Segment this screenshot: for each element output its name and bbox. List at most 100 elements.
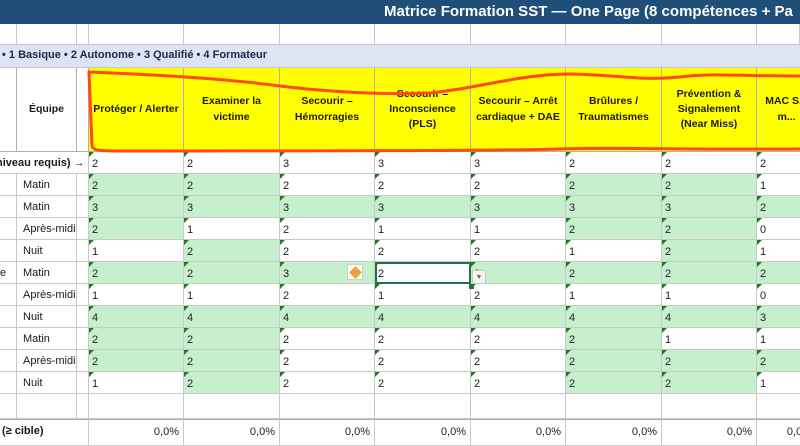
- summary-cell[interactable]: 0,0%: [662, 420, 757, 446]
- skill-level-cell[interactable]: 2: [375, 350, 471, 372]
- skill-level-cell[interactable]: 2: [375, 174, 471, 196]
- cell[interactable]: [184, 394, 280, 419]
- employee-name-cell[interactable]: [0, 372, 17, 394]
- required-cell[interactable]: 3: [471, 152, 566, 174]
- skill-level-cell[interactable]: 1: [375, 218, 471, 240]
- cell[interactable]: [375, 394, 471, 419]
- skill-level-cell[interactable]: 1: [757, 372, 800, 394]
- skill-level-cell[interactable]: 2: [566, 372, 662, 394]
- summary-cell[interactable]: 0,0%: [280, 420, 375, 446]
- skill-level-cell[interactable]: 2: [280, 372, 375, 394]
- header-competence-5[interactable]: Secourir – Arrêt cardiaque + DAE: [471, 68, 566, 152]
- team-cell[interactable]: Matin: [17, 174, 77, 196]
- skill-level-cell[interactable]: 2: [184, 350, 280, 372]
- cell[interactable]: [77, 306, 89, 328]
- cell[interactable]: [566, 24, 662, 45]
- skill-level-cell[interactable]: 2: [280, 284, 375, 306]
- skill-level-cell[interactable]: 2: [566, 218, 662, 240]
- header-cell-blank[interactable]: [77, 68, 89, 152]
- cell[interactable]: [757, 24, 800, 45]
- summary-cell[interactable]: 0,0%: [89, 420, 184, 446]
- cell[interactable]: [17, 394, 77, 419]
- summary-cell[interactable]: 0,0%: [471, 420, 566, 446]
- skill-level-cell[interactable]: 2: [757, 350, 800, 372]
- skill-level-cell[interactable]: 1: [375, 284, 471, 306]
- skill-level-cell[interactable]: 2: [566, 350, 662, 372]
- team-cell[interactable]: Après-midi: [17, 218, 77, 240]
- skill-level-cell[interactable]: 1: [184, 284, 280, 306]
- required-cell[interactable]: 3: [280, 152, 375, 174]
- cell[interactable]: [77, 394, 89, 419]
- skill-level-cell[interactable]: 1: [757, 240, 800, 262]
- skill-level-cell[interactable]: 2: [89, 262, 184, 284]
- skill-level-cell[interactable]: 2: [375, 262, 471, 284]
- skill-level-cell[interactable]: 3: [471, 196, 566, 218]
- cell[interactable]: [77, 174, 89, 196]
- skill-level-cell[interactable]: 2: [184, 174, 280, 196]
- cell[interactable]: [77, 372, 89, 394]
- skill-level-cell[interactable]: 2: [280, 218, 375, 240]
- cell[interactable]: [77, 240, 89, 262]
- skill-level-cell[interactable]: 1: [471, 218, 566, 240]
- cell[interactable]: [0, 394, 17, 419]
- required-cell[interactable]: 2: [89, 152, 184, 174]
- cell[interactable]: [77, 196, 89, 218]
- cell[interactable]: [77, 262, 89, 284]
- employee-name-cell[interactable]: [0, 284, 17, 306]
- cell[interactable]: [89, 24, 184, 45]
- skill-level-cell[interactable]: 1: [184, 218, 280, 240]
- skill-level-cell[interactable]: 2: [471, 350, 566, 372]
- summary-cell[interactable]: 0,0%: [184, 420, 280, 446]
- employee-name-cell[interactable]: [0, 328, 17, 350]
- skill-level-cell[interactable]: 2: [662, 218, 757, 240]
- skill-level-cell[interactable]: 3: [89, 196, 184, 218]
- header-competence-7[interactable]: Prévention & Signalement (Near Miss): [662, 68, 757, 152]
- cell[interactable]: [77, 350, 89, 372]
- skill-level-cell[interactable]: 2: [184, 240, 280, 262]
- cell[interactable]: [77, 218, 89, 240]
- skill-level-cell[interactable]: 2: [471, 284, 566, 306]
- skill-level-cell[interactable]: 4: [471, 306, 566, 328]
- skill-level-cell[interactable]: 2: [375, 372, 471, 394]
- skill-level-cell[interactable]: 1: [566, 240, 662, 262]
- summary-cell[interactable]: 0,0%: [375, 420, 471, 446]
- skill-level-cell[interactable]: 3: [566, 196, 662, 218]
- team-cell[interactable]: Matin: [17, 262, 77, 284]
- skill-level-cell[interactable]: 0: [757, 218, 800, 240]
- skill-level-cell[interactable]: 1: [89, 284, 184, 306]
- skill-level-cell[interactable]: 4: [566, 306, 662, 328]
- skill-level-cell[interactable]: 3: [375, 196, 471, 218]
- dropdown-arrow-button[interactable]: ▼: [472, 270, 486, 284]
- employee-name-cell[interactable]: [0, 218, 17, 240]
- skill-level-cell[interactable]: 4: [662, 306, 757, 328]
- cell[interactable]: [184, 24, 280, 45]
- skill-level-cell[interactable]: 2: [662, 372, 757, 394]
- skill-level-cell[interactable]: 2: [566, 328, 662, 350]
- skill-level-cell[interactable]: 2: [280, 328, 375, 350]
- cell[interactable]: [471, 24, 566, 45]
- skill-level-cell[interactable]: 2: [662, 262, 757, 284]
- skill-level-cell[interactable]: 2: [184, 372, 280, 394]
- employee-name-cell[interactable]: [0, 350, 17, 372]
- skill-level-cell[interactable]: 2: [89, 350, 184, 372]
- skill-level-cell[interactable]: 2: [566, 262, 662, 284]
- required-cell[interactable]: 2: [566, 152, 662, 174]
- header-competence-4[interactable]: Secourir – Inconscience (PLS): [375, 68, 471, 152]
- skill-level-cell[interactable]: 1: [89, 240, 184, 262]
- summary-cell[interactable]: 0,0%: [566, 420, 662, 446]
- cell[interactable]: [0, 24, 17, 45]
- skill-level-cell[interactable]: 2: [280, 174, 375, 196]
- skill-level-cell[interactable]: 2: [662, 174, 757, 196]
- cell[interactable]: [280, 394, 375, 419]
- skill-level-cell[interactable]: 2: [566, 174, 662, 196]
- skill-level-cell[interactable]: 2: [280, 350, 375, 372]
- employee-name-cell[interactable]: [0, 174, 17, 196]
- employee-name-cell[interactable]: [0, 306, 17, 328]
- header-competence-8[interactable]: MAC S... m...: [757, 68, 800, 152]
- cell[interactable]: [77, 24, 89, 45]
- skill-level-cell[interactable]: 2: [280, 240, 375, 262]
- cell[interactable]: [662, 24, 757, 45]
- header-competence-3[interactable]: Secourir – Hémorragies: [280, 68, 375, 152]
- cell[interactable]: [566, 394, 662, 419]
- skill-level-cell[interactable]: 2: [184, 328, 280, 350]
